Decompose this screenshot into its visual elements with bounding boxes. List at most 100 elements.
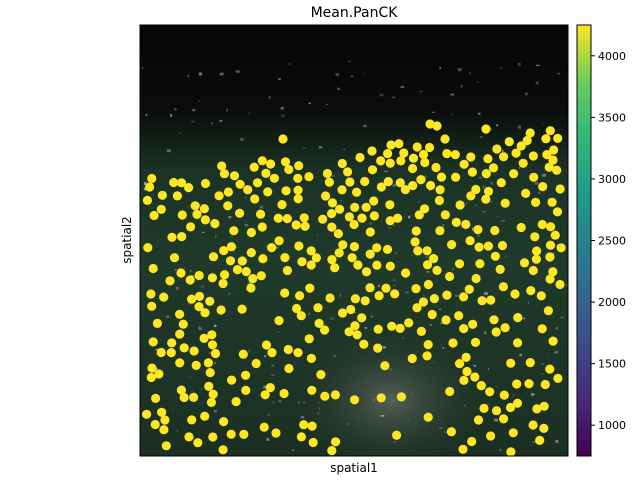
scatter-point (207, 330, 217, 340)
scatter-point (297, 257, 307, 267)
tissue-speckle (287, 63, 291, 65)
scatter-point (295, 291, 305, 301)
scatter-point (526, 286, 536, 296)
scatter-point (416, 175, 426, 185)
tissue-speckle (330, 317, 334, 320)
tissue-speckle (264, 355, 267, 358)
scatter-point (525, 128, 535, 138)
tissue-speckle (410, 255, 413, 257)
scatter-point (481, 194, 491, 204)
tissue-speckle (281, 114, 285, 117)
tissue-speckle (364, 326, 368, 329)
scatter-point (269, 173, 279, 183)
tissue-speckle (339, 294, 341, 297)
scatter-point (277, 200, 287, 210)
scatter-point (422, 260, 433, 270)
scatter-point (553, 373, 563, 383)
scatter-point (337, 185, 347, 195)
scatter-point (271, 428, 281, 438)
tissue-speckle (141, 66, 144, 69)
scatter-point (223, 201, 233, 211)
tissue-speckle (499, 448, 502, 452)
tissue-speckle (465, 202, 467, 205)
scatter-point (429, 254, 439, 264)
scatter-point (349, 242, 359, 252)
scatter-point (416, 326, 426, 336)
scatter-point (194, 302, 204, 312)
scatter-point (451, 217, 461, 227)
scatter-point (338, 240, 348, 250)
scatter-point (250, 194, 260, 204)
scatter-point (475, 259, 485, 269)
scatter-point (432, 265, 442, 275)
scatter-point (167, 232, 177, 242)
scatter-point (226, 242, 236, 252)
scatter-point (147, 301, 157, 311)
scatter-point (304, 172, 314, 182)
tissue-speckle (432, 361, 437, 363)
scatter-point (510, 289, 520, 299)
scatter-point (347, 253, 357, 263)
scatter-point (280, 288, 290, 298)
scatter-point (385, 200, 395, 210)
tissue-speckle (219, 119, 223, 122)
scatter-point (376, 182, 386, 192)
tissue-speckle (442, 224, 445, 227)
scatter-point (454, 359, 465, 369)
scatter-point (216, 305, 226, 315)
scatter-point (548, 267, 558, 277)
tissue-speckle (440, 344, 443, 346)
tissue-speckle (347, 422, 349, 426)
scatter-point (205, 368, 215, 378)
scatter-point (330, 263, 340, 273)
tissue-speckle (477, 234, 480, 238)
scatter-point (187, 294, 197, 304)
scatter-point (246, 248, 256, 258)
tissue-speckle (266, 437, 270, 441)
scatter-point (260, 390, 270, 400)
scatter-point (516, 141, 526, 151)
tissue-speckle (332, 355, 336, 357)
scatter-point (283, 344, 293, 355)
scatter-point (331, 437, 341, 447)
scatter-point (461, 219, 471, 229)
tissue-speckle (496, 216, 500, 218)
scatter-point (385, 158, 395, 168)
tissue-speckle (363, 124, 367, 128)
tissue-speckle (555, 327, 559, 330)
scatter-point (208, 389, 218, 399)
tissue-speckle (143, 187, 147, 191)
scatter-point (293, 173, 303, 183)
scatter-point (497, 240, 508, 251)
tissue-speckle (228, 292, 231, 295)
scatter-point (318, 214, 328, 224)
tissue-speckle (451, 113, 453, 116)
colorbar-ticks: 1000 1500 2000 2500 3000 3500 4000 (591, 50, 626, 432)
scatter-point (435, 226, 445, 236)
scatter-point (263, 187, 273, 197)
tissue-speckle (444, 431, 448, 433)
tissue-speckle (557, 72, 560, 75)
scatter-point (148, 337, 158, 347)
scatter-point (142, 409, 152, 419)
scatter-point (218, 445, 228, 455)
scatter-point (471, 273, 481, 284)
scatter-point (175, 358, 185, 368)
tissue-speckle (302, 147, 306, 149)
tissue-speckle (519, 353, 523, 357)
tissue-speckle (353, 312, 357, 314)
tissue-speckle (393, 441, 397, 443)
tissue-speckle (278, 78, 281, 81)
scatter-point (471, 184, 481, 195)
scatter-point (314, 318, 324, 328)
scatter-point (191, 360, 201, 370)
scatter-point (241, 385, 251, 395)
scatter-point (440, 210, 450, 220)
tissue-speckle (228, 216, 232, 219)
tissue-speckle (156, 368, 158, 371)
scatter-point (505, 402, 516, 413)
scatter-point (531, 197, 541, 207)
scatter-point (308, 437, 318, 448)
tissue-speckle (179, 131, 181, 134)
scatter-point (512, 398, 523, 408)
